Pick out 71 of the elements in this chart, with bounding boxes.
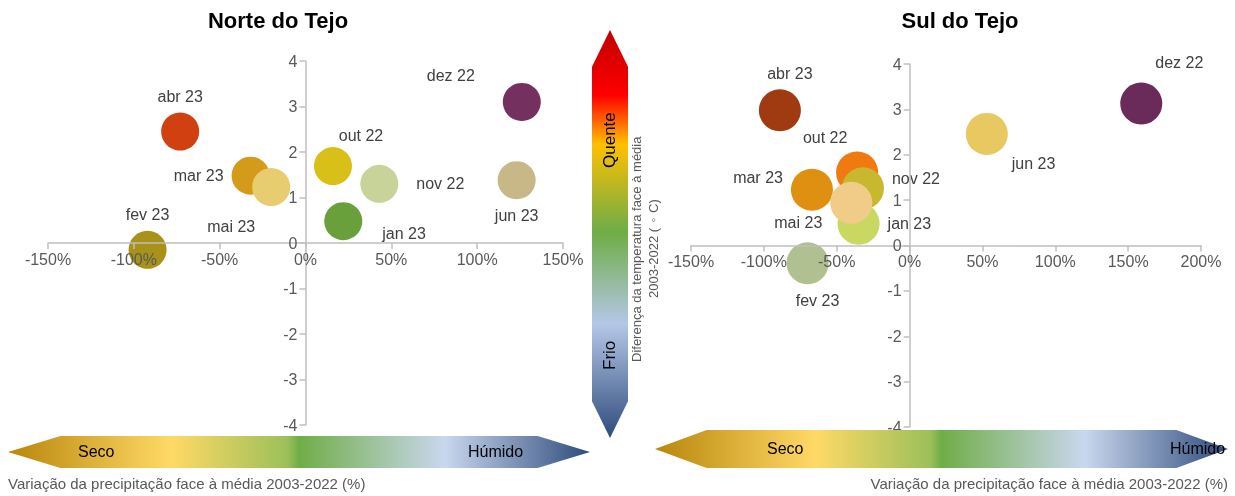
y-tick-label: 4: [892, 55, 902, 73]
point: [314, 147, 352, 186]
x-tick-label: 50%: [966, 253, 999, 270]
point: [758, 89, 801, 132]
point: [360, 164, 399, 203]
x-tick-label: -100%: [740, 253, 787, 270]
series-label: jan 23: [886, 215, 932, 233]
series-label: mai 23: [207, 217, 256, 235]
point: [1120, 82, 1163, 125]
point: [161, 112, 200, 151]
x-tick-label: -50%: [200, 250, 239, 268]
series-label: jan 23: [381, 224, 426, 242]
y-tick-label: 2: [892, 146, 902, 164]
series-label: dez 22: [1155, 53, 1204, 71]
y-tick-label: 3: [892, 100, 902, 118]
y-tick-label: -3: [887, 373, 902, 391]
series-label: out 22: [338, 126, 384, 144]
chart-title: Sul do Tejo: [900, 8, 1020, 34]
y-axis-title: Diferença da temperatura face à média 2003-2022 (◦C): [628, 135, 662, 364]
point: [790, 168, 833, 211]
series-label: mar 23: [733, 169, 784, 187]
series-label: abr 23: [157, 88, 203, 106]
series-label: dez 22: [426, 67, 475, 85]
y-tick-label: -2: [283, 325, 298, 343]
point: [324, 202, 363, 241]
series-label: fev 23: [125, 206, 170, 224]
x-tick-label: 200%: [1180, 253, 1222, 270]
series-label: jun 23: [1010, 155, 1056, 173]
point: [830, 181, 873, 224]
x-tick-label: -150%: [667, 253, 715, 270]
point: [252, 168, 291, 207]
x-tick-label: 100%: [1034, 253, 1076, 270]
series-label: fev 23: [795, 291, 840, 309]
x-tick-label: 0%: [898, 253, 922, 270]
series-label: nov 22: [416, 175, 465, 193]
y-tick-label: 3: [288, 98, 298, 115]
y-tick-label: 1: [288, 189, 298, 206]
text: Húmido: [1170, 440, 1226, 458]
series-label: mar 23: [173, 167, 224, 185]
text: Húmido: [468, 443, 524, 461]
y-tick-label: 0: [892, 237, 902, 254]
x-axis-title: Variação da precipitação face à média 2003-2022 (%): [8, 475, 366, 492]
series-label: abr 23: [767, 64, 813, 82]
y-tick-label: -1: [283, 280, 298, 297]
y-tick-label: -2: [887, 327, 902, 345]
x-tick-label: 100%: [456, 250, 498, 268]
x-tick-label: -150%: [24, 250, 72, 268]
text: Seco: [767, 440, 804, 458]
point: [965, 112, 1008, 155]
point: [497, 161, 536, 200]
text: Seco: [78, 443, 115, 461]
text: Quente: [600, 111, 620, 170]
x-tick-label: 0%: [293, 250, 318, 268]
y-tick-label: 1: [892, 191, 902, 209]
series-label: out 22: [802, 128, 848, 146]
series-label: nov 22: [891, 169, 941, 187]
y-tick-label: -3: [283, 371, 298, 388]
y-tick-label: -4: [283, 416, 298, 434]
y-tick-label: -1: [887, 282, 902, 300]
y-tick-label: 2: [288, 143, 298, 161]
point: [502, 82, 541, 121]
x-tick-label: 150%: [1107, 253, 1149, 270]
series-label: jun 23: [493, 206, 539, 224]
text: Frio: [600, 339, 620, 372]
y-tick-label: 4: [288, 52, 298, 70]
x-tick-label: 150%: [542, 250, 584, 268]
chart-title: Norte do Tejo: [206, 8, 350, 34]
x-axis-title: Variação da precipitação face à média 2003-2022 (%): [870, 475, 1228, 492]
y-tick-label: 0: [288, 234, 298, 252]
series-label: mai 23: [774, 214, 823, 232]
x-tick-label: 50%: [375, 250, 408, 268]
